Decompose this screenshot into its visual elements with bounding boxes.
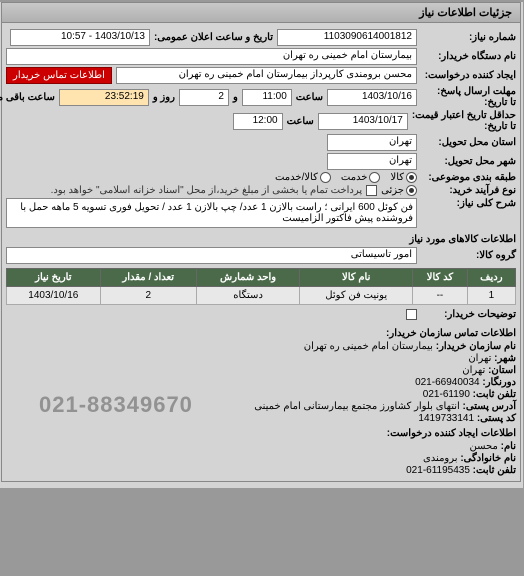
hour-label-2: ساعت	[288, 116, 315, 127]
radio-khadamat[interactable]	[370, 172, 381, 183]
org-header2: اطلاعات ایجاد کننده درخواست:	[7, 428, 517, 439]
buyer-device-field: بیمارستان امام خمینی ره تهران	[7, 48, 418, 65]
info-line: نام خانوادگی: برومندی	[7, 453, 517, 464]
min-valid-hour-field: 12:00	[234, 113, 284, 130]
table-cell: 1403/10/16	[8, 287, 102, 305]
deadline-hour-field: 11:00	[243, 89, 293, 106]
deadline-label: مهلت ارسال پاسخ: تا تاریخ:	[422, 86, 517, 108]
info-key: شهر:	[492, 353, 517, 364]
remain-label: ساعت باقی مانده	[0, 92, 56, 103]
radio-kala-khadamat-label: کالا/خدمت	[276, 172, 319, 183]
radio-jozei-label: جزئی	[382, 185, 405, 196]
info-line: نام: محسن	[7, 441, 517, 452]
requester-field: محسن برومندی کارپرداز بیمارستان امام خمی…	[117, 67, 418, 84]
info-value: تهران	[469, 353, 492, 364]
table-header: کد کالا	[414, 269, 469, 287]
info-key: تلفن ثابت:	[471, 389, 517, 400]
deadline-date-field: 1403/10/16	[328, 89, 418, 106]
city-label: شهر محل تحویل:	[422, 156, 517, 167]
table-header: ردیف	[468, 269, 516, 287]
process-radio-group: جزئی	[382, 185, 418, 196]
info-value: انتهای بلوار کشاورز مجتمع بیمارستانی اما…	[255, 401, 460, 412]
info-key: تلفن ثابت:	[471, 465, 517, 476]
group-field: امور تاسیساتی	[7, 247, 418, 264]
radio-kala-khadamat[interactable]	[321, 172, 332, 183]
need-no-label: شماره نیاز:	[422, 32, 517, 43]
table-header: تعداد / مقدار	[101, 269, 197, 287]
announce-label: تاریخ و ساعت اعلان عمومی:	[155, 32, 274, 43]
radio-kala[interactable]	[407, 172, 418, 183]
table-row: 1--یونیت فن کوئلدستگاه21403/10/16	[8, 287, 517, 305]
radio-kala-label: کالا	[391, 172, 405, 183]
days-field: 2	[180, 89, 230, 106]
radio-khadamat-label: خدمت	[342, 172, 369, 183]
days-label: روز و	[154, 92, 176, 103]
info-value: بیمارستان امام خمینی ره تهران	[305, 341, 434, 352]
table-header: تاریخ نیاز	[8, 269, 102, 287]
info-value: 61195435-021	[407, 465, 471, 476]
need-no-field: 1103090614001812	[278, 29, 418, 46]
buyer-device-label: نام دستگاه خریدار:	[422, 51, 517, 62]
buyer-notes-checkbox[interactable]	[407, 309, 418, 320]
contact-buyer-button[interactable]: اطلاعات تماس خریدار	[7, 67, 113, 84]
info-line: شهر: تهران	[7, 353, 517, 364]
remain-field: 23:52:19	[60, 89, 150, 106]
info-key: آدرس پستی:	[461, 401, 517, 412]
info-value: برومندی	[424, 453, 459, 464]
org-header: اطلاعات تماس سازمان خریدار:	[7, 328, 517, 339]
info-value: محسن	[471, 441, 499, 452]
info-line: نام سازمان خریدار: بیمارستان امام خمینی …	[7, 341, 517, 352]
treasury-checkbox[interactable]	[367, 185, 378, 196]
package-label: طبقه بندی موضوعی:	[422, 172, 517, 183]
announce-field: 1403/10/13 - 10:57	[11, 29, 151, 46]
table-cell: 2	[101, 287, 197, 305]
info-key: نام خانوادگی:	[459, 453, 517, 464]
province-field: تهران	[328, 134, 418, 151]
watermark-phone: 021-88349670	[40, 392, 194, 418]
table-cell: 1	[468, 287, 516, 305]
table-cell: --	[414, 287, 469, 305]
package-radio-group: کالا خدمت کالا/خدمت	[276, 172, 418, 183]
radio-jozei[interactable]	[407, 185, 418, 196]
info-value: 61190-021	[424, 389, 471, 400]
info-line: دورنگار: 66940034-021	[7, 377, 517, 388]
info-value: 1419733141	[419, 413, 475, 424]
desc-label: شرح کلی نیاز:	[422, 198, 517, 209]
table-header: واحد شمارش	[197, 269, 300, 287]
requester-label: ایجاد کننده درخواست:	[422, 70, 517, 81]
process-label: نوع فرآیند خرید:	[422, 185, 517, 196]
info-line: استان: تهران	[7, 365, 517, 376]
items-table: ردیفکد کالانام کالاواحد شمارشتعداد / مقد…	[7, 268, 517, 305]
info-key: استان:	[486, 365, 517, 376]
info-line: تلفن ثابت: 61195435-021	[7, 465, 517, 476]
info-key: نام سازمان خریدار:	[434, 341, 517, 352]
min-valid-date-field: 1403/10/17	[319, 113, 409, 130]
info-key: نام:	[499, 441, 517, 452]
info-value: 66940034-021	[416, 377, 481, 388]
buyer-notes-label: توضیحات خریدار:	[422, 309, 517, 320]
min-valid-label: حداقل تاریخ اعتبار قیمت: تا تاریخ:	[413, 110, 517, 132]
table-cell: یونیت فن کوئل	[301, 287, 414, 305]
and-label: و	[234, 92, 239, 103]
info-value: تهران	[463, 365, 486, 376]
process-note: پرداخت تمام یا بخشی از مبلغ خرید،از محل …	[52, 185, 364, 196]
goods-section-title: اطلاعات کالاهای مورد نیاز	[7, 234, 517, 245]
table-header: نام کالا	[301, 269, 414, 287]
province-label: استان محل تحویل:	[422, 137, 517, 148]
table-cell: دستگاه	[197, 287, 300, 305]
panel-title: جزئیات اطلاعات نیاز	[3, 3, 521, 23]
info-key: دورنگار:	[481, 377, 517, 388]
info-key: کد پستی:	[475, 413, 517, 424]
city-field: تهران	[328, 153, 418, 170]
desc-text: فن کوئل 600 ایرانی ؛ راست بالازن 1 عدد/ …	[7, 198, 418, 228]
hour-label-1: ساعت	[297, 92, 324, 103]
group-label: گروه کالا:	[422, 250, 517, 261]
